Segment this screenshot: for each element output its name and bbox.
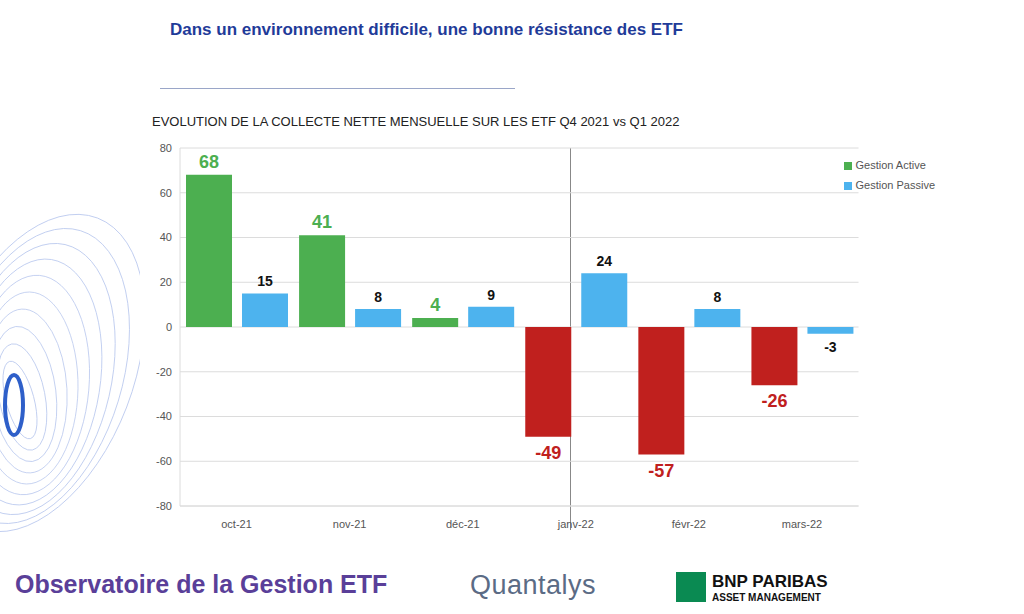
svg-text:oct-21: oct-21: [221, 518, 252, 530]
svg-text:déc-21: déc-21: [446, 518, 480, 530]
svg-text:-40: -40: [156, 410, 172, 422]
html-text:BNP PARIBAS: BNP PARIBAS: [712, 572, 828, 591]
svg-text:-80: -80: [156, 500, 172, 512]
html-text:Gestion Active: Gestion Active: [855, 159, 926, 171]
svg-text:8: 8: [713, 289, 721, 305]
html-text:Dans un environnement difficil: Dans un environnement difficile, une bon…: [170, 20, 683, 39]
svg-text:-49: -49: [535, 443, 561, 463]
svg-text:41: 41: [312, 212, 332, 232]
svg-text:0: 0: [166, 321, 172, 333]
html-text:Observatoire de la Gestion ETF: Observatoire de la Gestion ETF: [15, 570, 388, 598]
svg-text:80: 80: [160, 142, 172, 154]
svg-text:mars-22: mars-22: [782, 518, 822, 530]
svg-text:40: 40: [160, 231, 172, 243]
svg-text:60: 60: [160, 187, 172, 199]
svg-text:nov-21: nov-21: [333, 518, 367, 530]
html-text:Gestion Passive: Gestion Passive: [855, 179, 935, 191]
svg-text:févr-22: févr-22: [672, 518, 706, 530]
svg-text:-60: -60: [156, 455, 172, 467]
svg-text:janv-22: janv-22: [557, 518, 594, 530]
svg-text:15: 15: [257, 273, 273, 289]
svg-text:-20: -20: [156, 366, 172, 378]
svg-text:-3: -3: [824, 339, 837, 355]
svg-text:24: 24: [596, 253, 612, 269]
svg-text:9: 9: [487, 287, 495, 303]
svg-text:8: 8: [374, 289, 382, 305]
html-text:EVOLUTION DE LA COLLECTE NETTE: EVOLUTION DE LA COLLECTE NETTE MENSUELLE…: [152, 114, 680, 129]
html-text:ASSET MANAGEMENT: ASSET MANAGEMENT: [712, 592, 821, 603]
svg-text:-57: -57: [648, 461, 674, 481]
svg-text:68: 68: [199, 152, 219, 172]
html-text:Quantalys: Quantalys: [470, 570, 597, 600]
svg-text:4: 4: [430, 295, 440, 315]
svg-text:20: 20: [160, 276, 172, 288]
svg-text:-26: -26: [761, 391, 787, 411]
